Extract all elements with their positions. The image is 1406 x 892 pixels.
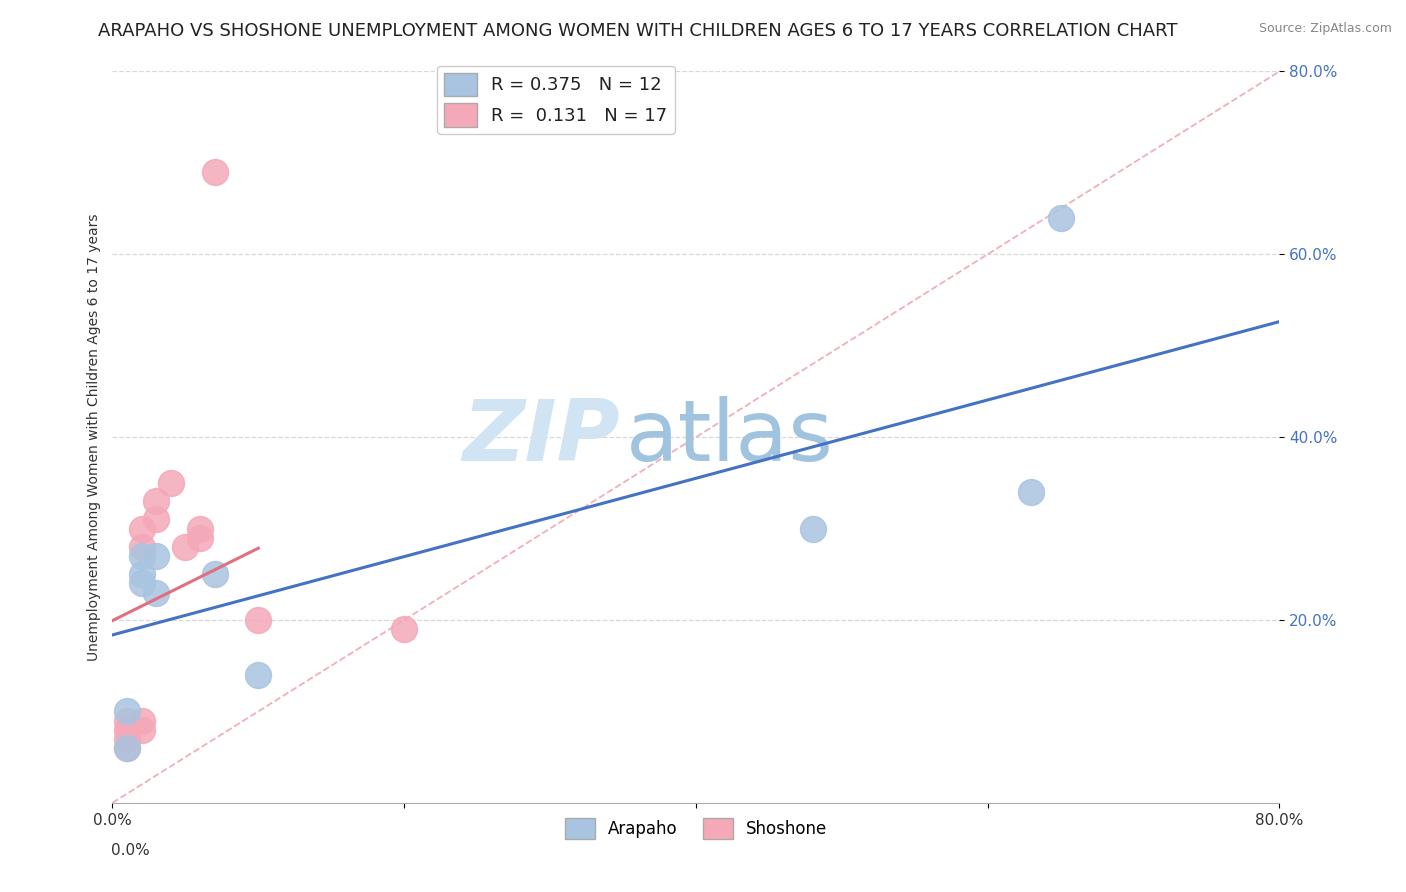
Point (131, 521, 153, 535)
Y-axis label: Unemployment Among Women with Children Ages 6 to 17 years: Unemployment Among Women with Children A… (87, 213, 101, 661)
Point (131, 714, 153, 728)
Point (131, 540, 153, 554)
Text: ARAPAHO VS SHOSHONE UNEMPLOYMENT AMONG WOMEN WITH CHILDREN AGES 6 TO 17 YEARS CO: ARAPAHO VS SHOSHONE UNEMPLOYMENT AMONG W… (98, 22, 1178, 40)
Point (174, 540, 197, 554)
Point (247, 667, 270, 681)
Point (1049, 211, 1071, 225)
Point (131, 549, 153, 563)
Point (115, 705, 138, 719)
Point (188, 531, 211, 545)
Point (145, 494, 167, 508)
Point (1021, 485, 1043, 500)
Point (394, 622, 416, 636)
Point (115, 740, 138, 755)
Point (247, 613, 270, 627)
Point (145, 512, 167, 526)
Point (188, 521, 211, 535)
Point (145, 585, 167, 599)
Point (145, 549, 167, 563)
Text: Source: ZipAtlas.com: Source: ZipAtlas.com (1258, 22, 1392, 36)
Point (131, 723, 153, 737)
Point (115, 714, 138, 728)
Point (160, 475, 183, 490)
Point (131, 567, 153, 582)
Text: atlas: atlas (626, 395, 834, 479)
Point (131, 576, 153, 591)
Point (801, 521, 824, 535)
Point (115, 723, 138, 737)
Point (115, 731, 138, 746)
Point (204, 165, 226, 179)
Point (204, 567, 226, 582)
Point (115, 740, 138, 755)
Legend: Arapaho, Shoshone: Arapaho, Shoshone (558, 811, 834, 846)
Text: 0.0%: 0.0% (111, 843, 150, 858)
Text: ZIP: ZIP (463, 395, 620, 479)
